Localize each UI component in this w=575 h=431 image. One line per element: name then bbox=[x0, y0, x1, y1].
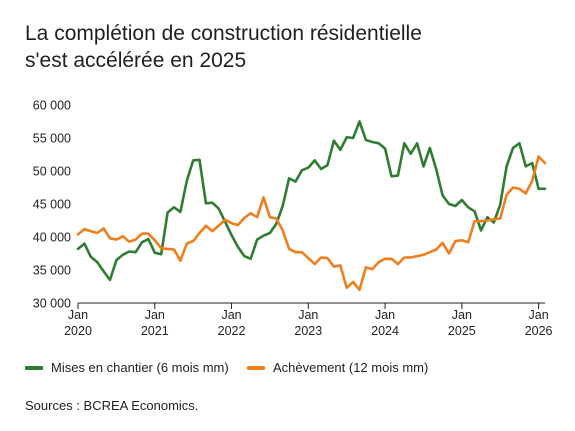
x-tick-month-label-5: Jan bbox=[452, 308, 472, 322]
y-tick-label-6: 60 000 bbox=[33, 99, 71, 113]
y-tick-label-0: 30 000 bbox=[33, 297, 71, 311]
x-tick-year-label-2: 2022 bbox=[218, 324, 246, 338]
x-tick-month-label-1: Jan bbox=[145, 308, 165, 322]
legend-label-completions: Achèvement (12 mois mm) bbox=[273, 360, 429, 375]
x-tick-month-label-3: Jan bbox=[298, 308, 318, 322]
x-tick-month-label-2: Jan bbox=[221, 308, 241, 322]
x-axis: Jan 2020 Jan 2021 Jan 2022 Jan 2023 Jan 2024 Jan 20… bbox=[64, 302, 553, 338]
chart-title-line-1: La complétion de construction résidentie… bbox=[25, 22, 422, 45]
legend-item-starts: Mises en chantier (6 mois mm) bbox=[25, 360, 229, 375]
legend-item-completions: Achèvement (12 mois mm) bbox=[247, 360, 428, 375]
y-tick-label-4: 50 000 bbox=[33, 165, 71, 179]
y-tick-label-1: 35 000 bbox=[33, 264, 71, 278]
x-tick-year-label-3: 2023 bbox=[294, 324, 322, 338]
y-tick-label-2: 40 000 bbox=[33, 231, 71, 245]
series-line-0 bbox=[76, 120, 547, 282]
y-axis: 30 000 35 000 40 000 45 000 50 000 55 000 60 0… bbox=[33, 99, 71, 311]
chart-title: La complétion de construction résidentie… bbox=[25, 20, 555, 74]
y-tick-label-5: 55 000 bbox=[33, 132, 71, 146]
legend-label-starts: Mises en chantier (6 mois mm) bbox=[51, 360, 229, 375]
x-tick-year-label-4: 2024 bbox=[371, 324, 399, 338]
x-tick-month-label-0: Jan bbox=[68, 308, 88, 322]
legend: Mises en chantier (6 mois mm) Achèvement… bbox=[25, 360, 565, 380]
series-layer bbox=[76, 120, 547, 292]
x-tick-month-label-6: Jan bbox=[529, 308, 549, 322]
x-tick-month-label-4: Jan bbox=[375, 308, 395, 322]
legend-swatch-completions bbox=[247, 365, 265, 370]
chart-title-line-2: s'est accélérée en 2025 bbox=[25, 49, 247, 72]
x-tick-year-label-6: 2026 bbox=[525, 324, 553, 338]
y-tick-label-3: 45 000 bbox=[33, 198, 71, 212]
x-tick-year-label-0: 2020 bbox=[64, 324, 92, 338]
x-tick-year-label-1: 2021 bbox=[141, 324, 169, 338]
x-tick-year-label-5: 2025 bbox=[448, 324, 476, 338]
series-line-1 bbox=[76, 155, 547, 292]
source-note: Sources : BCREA Economics. bbox=[25, 398, 199, 413]
legend-swatch-starts bbox=[25, 365, 43, 370]
